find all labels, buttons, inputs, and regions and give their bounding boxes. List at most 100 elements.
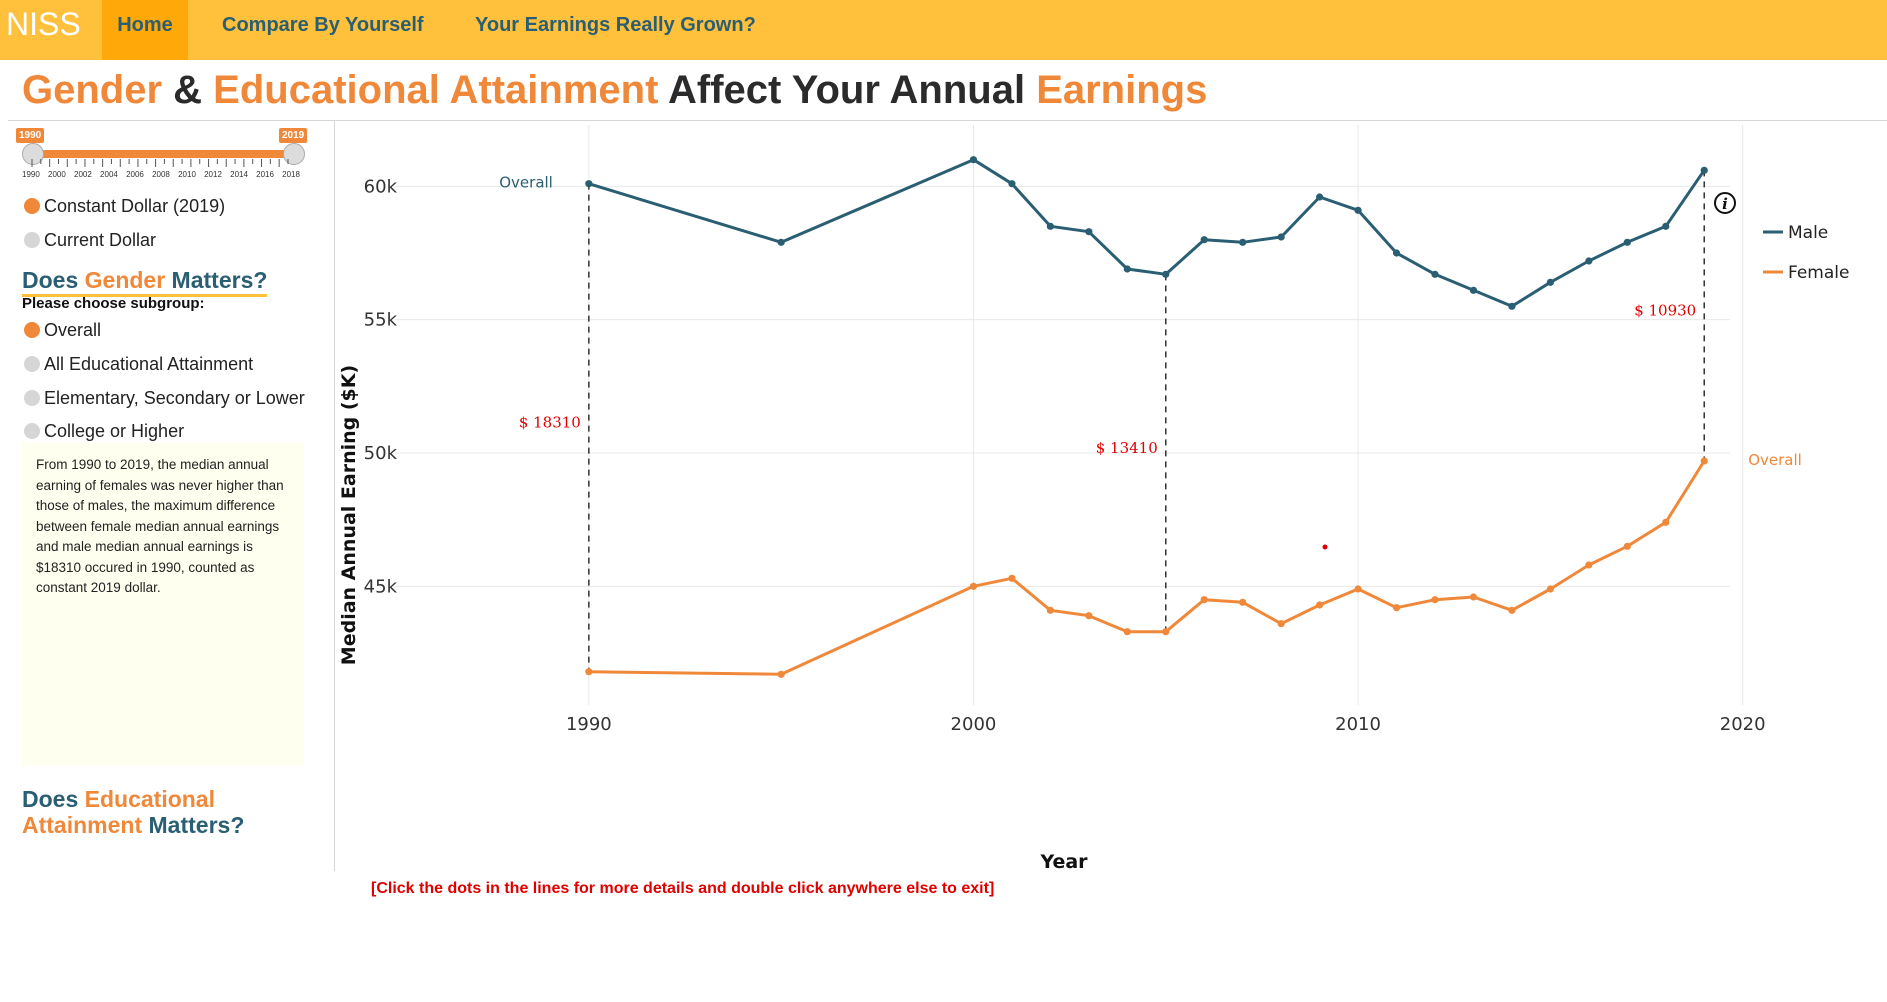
- sidebar-divider: [334, 121, 335, 871]
- data-point-female[interactable]: [1469, 593, 1478, 601]
- y-tick-label: 50k: [364, 443, 398, 464]
- y-axis-label: Median Annual Earning ($K): [338, 365, 360, 665]
- data-point-female[interactable]: [1662, 518, 1670, 526]
- radio-selected-icon[interactable]: [24, 322, 40, 338]
- series-line-male[interactable]: [588, 158, 1706, 308]
- heading-text: Matters?: [142, 812, 245, 838]
- data-point-male[interactable]: [1277, 233, 1285, 241]
- data-point-male[interactable]: [1046, 222, 1054, 230]
- data-point-male[interactable]: [1085, 228, 1093, 236]
- x-tick-label: 2010: [1335, 714, 1381, 735]
- radio-unselected-icon[interactable]: [24, 423, 40, 439]
- slider-ticks: [31, 159, 289, 167]
- summary-text: From 1990 to 2019, the median annual ear…: [36, 457, 284, 595]
- legend-label[interactable]: Male: [1788, 223, 1828, 243]
- brand-logo[interactable]: NISS: [6, 6, 81, 42]
- data-point-female[interactable]: [969, 582, 978, 590]
- data-point-male[interactable]: [1431, 270, 1439, 278]
- data-point-female[interactable]: [1623, 542, 1631, 550]
- data-point-male[interactable]: [585, 180, 593, 188]
- radio-label: Elementary, Secondary or Lower: [44, 388, 305, 408]
- data-point-female[interactable]: [1392, 604, 1401, 612]
- slider-start-handle[interactable]: [22, 143, 44, 165]
- x-tick-label: 1990: [566, 714, 612, 735]
- radio-elementary[interactable]: Elementary, Secondary or Lower: [24, 387, 305, 409]
- data-point-male[interactable]: [1546, 278, 1554, 286]
- data-point-female[interactable]: [1239, 598, 1247, 606]
- radio-all-educational[interactable]: All Educational Attainment: [24, 353, 253, 375]
- data-point-female[interactable]: [777, 670, 785, 678]
- slider-tick-label: 2008: [152, 170, 170, 179]
- radio-overall[interactable]: Overall: [24, 319, 101, 341]
- data-point-male[interactable]: [1354, 206, 1362, 214]
- slider-tick-label: 2000: [48, 170, 66, 179]
- nav-earnings-grown[interactable]: Your Earnings Really Grown?: [475, 14, 756, 36]
- radio-label: All Educational Attainment: [44, 354, 254, 374]
- data-point-female[interactable]: [1508, 606, 1516, 614]
- y-tick-label: 60k: [364, 176, 398, 197]
- data-point-male[interactable]: [1662, 222, 1670, 230]
- data-point-female[interactable]: [1431, 596, 1439, 604]
- data-point-female[interactable]: [1008, 574, 1016, 582]
- slider-tick-label: 2014: [230, 170, 248, 179]
- gap-annotation-label: $ 18310: [519, 414, 581, 432]
- subgroup-label: Please choose subgroup:: [22, 295, 205, 312]
- slider-tick-label: 2010: [178, 170, 196, 179]
- slider-tick-label: 2006: [126, 170, 144, 179]
- data-point-male[interactable]: [1392, 249, 1401, 257]
- radio-selected-icon[interactable]: [24, 198, 40, 214]
- series-end-label: Overall: [1748, 451, 1802, 469]
- data-point-male[interactable]: [1162, 270, 1170, 278]
- title-education: Educational Attainment: [213, 68, 659, 112]
- data-point-male[interactable]: [1700, 166, 1708, 174]
- heading-text-highlight: Educational: [84, 786, 215, 812]
- data-point-male[interactable]: [1008, 180, 1016, 188]
- data-point-female[interactable]: [1316, 601, 1324, 609]
- data-point-female[interactable]: [585, 668, 593, 676]
- data-point-male[interactable]: [1469, 286, 1478, 294]
- radio-unselected-icon[interactable]: [24, 390, 40, 406]
- data-point-female[interactable]: [1123, 628, 1131, 636]
- data-point-female[interactable]: [1546, 585, 1554, 593]
- data-point-female[interactable]: [1277, 620, 1285, 628]
- data-point-female[interactable]: [1585, 561, 1593, 569]
- radio-unselected-icon[interactable]: [24, 232, 40, 248]
- radio-constant-dollar[interactable]: Constant Dollar (2019): [24, 195, 225, 217]
- data-point-male[interactable]: [1239, 238, 1247, 246]
- x-axis-label: Year: [1039, 851, 1088, 873]
- slider-tick-label: 1990: [22, 170, 40, 179]
- radio-college[interactable]: College or Higher: [24, 420, 184, 442]
- data-point-female[interactable]: [1354, 585, 1362, 593]
- series-line-female[interactable]: [588, 460, 1706, 676]
- year-range-slider[interactable]: [32, 150, 294, 158]
- data-point-male[interactable]: [1316, 193, 1324, 201]
- data-point-female[interactable]: [1162, 628, 1170, 636]
- data-point-male[interactable]: [1623, 238, 1631, 246]
- data-point-male[interactable]: [1123, 265, 1131, 273]
- radio-unselected-icon[interactable]: [24, 356, 40, 372]
- data-point-male[interactable]: [969, 156, 978, 164]
- data-point-female[interactable]: [1046, 606, 1054, 614]
- radio-current-dollar[interactable]: Current Dollar: [24, 229, 156, 251]
- nav-home[interactable]: Home: [102, 0, 188, 60]
- slider-tick-label: 2012: [204, 170, 222, 179]
- summary-info-box: From 1990 to 2019, the median annual ear…: [22, 443, 304, 765]
- legend-label[interactable]: Female: [1788, 263, 1849, 283]
- data-point-female[interactable]: [1200, 596, 1208, 604]
- data-point-male[interactable]: [1200, 236, 1208, 244]
- data-point-male[interactable]: [1585, 257, 1593, 265]
- data-point-male[interactable]: [1508, 302, 1516, 310]
- data-point-male[interactable]: [777, 238, 785, 246]
- education-section-heading[interactable]: Does Educational Attainment Matters?: [22, 786, 244, 838]
- gap-annotation-label: $ 10930: [1634, 301, 1696, 319]
- earnings-line-chart[interactable]: 1990 2000 2010 2020 45k 50k 55k 60k $ 18310 $ 13…: [335, 125, 1887, 885]
- data-point-female[interactable]: [1700, 457, 1708, 465]
- nav-compare-by-yourself[interactable]: Compare By Yourself: [222, 14, 424, 36]
- gender-section-heading: Does Gender Matters?: [22, 266, 268, 297]
- data-point-female[interactable]: [1085, 612, 1093, 620]
- y-tick-label: 45k: [364, 576, 398, 597]
- slider-start-badge: 1990: [16, 128, 45, 143]
- x-tick-label: 2020: [1720, 714, 1766, 735]
- title-divider: [8, 120, 1887, 121]
- info-circle-icon[interactable]: i: [1714, 192, 1736, 214]
